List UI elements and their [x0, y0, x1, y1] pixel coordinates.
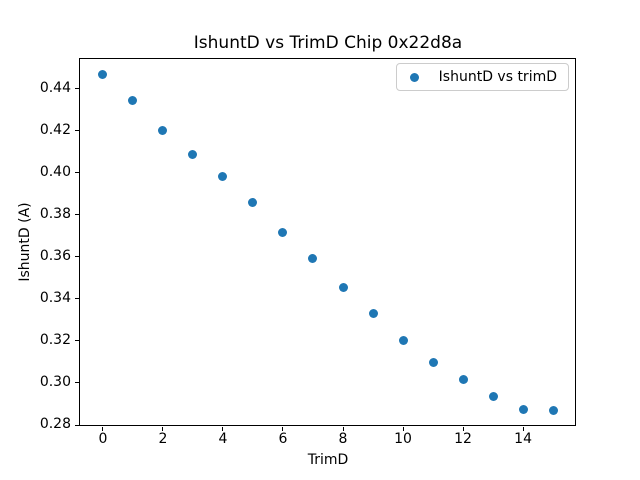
- data-point: [488, 392, 498, 402]
- data-point: [458, 375, 468, 385]
- x-tick-mark: [342, 426, 344, 431]
- y-tick-mark: [75, 424, 79, 426]
- x-tick-mark: [162, 426, 164, 431]
- data-point: [368, 309, 378, 319]
- y-tick-mark: [75, 88, 79, 90]
- x-tick-label: 8: [338, 431, 348, 447]
- chart-title: IshuntD vs TrimD Chip 0x22d8a: [193, 33, 463, 53]
- x-tick-label: 6: [278, 431, 288, 447]
- y-tick-label: 0.34: [39, 289, 71, 306]
- y-tick-label: 0.32: [39, 331, 71, 348]
- data-point: [338, 282, 348, 292]
- legend-label: IshuntD vs trimD: [438, 69, 557, 85]
- y-tick-label: 0.36: [39, 247, 71, 264]
- y-tick-mark: [75, 172, 79, 174]
- x-tick-mark: [102, 426, 104, 431]
- data-point: [428, 358, 438, 368]
- x-tick-mark: [402, 426, 404, 431]
- y-tick-mark: [75, 382, 79, 384]
- data-point: [188, 150, 198, 160]
- x-tick-label: 10: [394, 431, 412, 447]
- legend-marker-dot-icon: [409, 72, 419, 82]
- y-tick-label: 0.40: [39, 163, 71, 180]
- data-point: [248, 197, 258, 207]
- y-tick-mark: [75, 340, 79, 342]
- data-point: [158, 126, 168, 136]
- y-tick-label: 0.38: [39, 205, 71, 222]
- data-point: [518, 404, 528, 414]
- y-tick-mark: [75, 256, 79, 258]
- y-tick-mark: [75, 298, 79, 300]
- legend: IshuntD vs trimD: [395, 63, 569, 91]
- y-tick-label: 0.42: [39, 121, 71, 138]
- x-tick-label: 2: [158, 431, 168, 447]
- data-point: [398, 336, 408, 346]
- x-tick-mark: [282, 426, 284, 431]
- x-tick-label: 12: [454, 431, 472, 447]
- data-point: [548, 405, 558, 415]
- x-tick-label: 0: [98, 431, 108, 447]
- data-point: [218, 172, 228, 182]
- data-point: [98, 70, 108, 80]
- x-tick-label: 4: [218, 431, 228, 447]
- y-tick-mark: [75, 130, 79, 132]
- y-tick-label: 0.30: [39, 373, 71, 390]
- x-tick-mark: [222, 426, 224, 431]
- x-tick-mark: [462, 426, 464, 431]
- data-point: [308, 254, 318, 264]
- x-tick-label: 14: [514, 431, 532, 447]
- x-tick-mark: [522, 426, 524, 431]
- y-tick-mark: [75, 214, 79, 216]
- data-point: [278, 228, 288, 238]
- y-tick-label: 0.44: [39, 79, 71, 96]
- y-tick-label: 0.28: [39, 416, 71, 433]
- data-point: [128, 95, 138, 105]
- plot-area: IshuntD vs trimD: [79, 58, 576, 426]
- x-axis-label: TrimD: [307, 452, 349, 468]
